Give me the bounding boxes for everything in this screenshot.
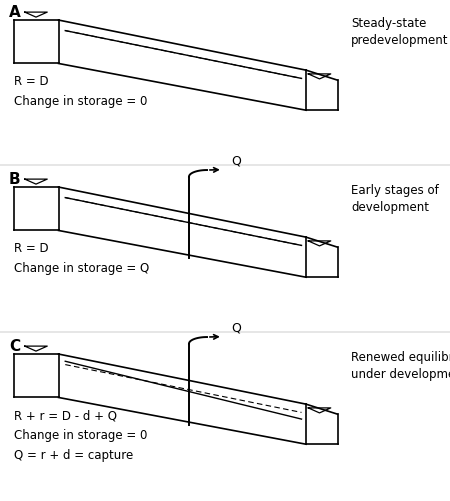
Text: Change in storage = 0: Change in storage = 0 bbox=[14, 429, 147, 442]
Text: Q = r + d = capture: Q = r + d = capture bbox=[14, 449, 133, 462]
Text: A: A bbox=[9, 5, 21, 20]
Text: Renewed equilibrium
under development: Renewed equilibrium under development bbox=[351, 351, 450, 381]
Text: B: B bbox=[9, 172, 21, 187]
Text: R = D: R = D bbox=[14, 75, 48, 88]
Text: Change in storage = Q: Change in storage = Q bbox=[14, 262, 149, 275]
Text: R + r = D - d + Q: R + r = D - d + Q bbox=[14, 409, 117, 422]
Text: Change in storage = 0: Change in storage = 0 bbox=[14, 95, 147, 108]
Text: Early stages of
development: Early stages of development bbox=[351, 184, 439, 214]
Text: Q: Q bbox=[232, 155, 242, 168]
Text: Steady-state
predevelopment: Steady-state predevelopment bbox=[351, 17, 449, 47]
Text: Q: Q bbox=[232, 322, 242, 335]
Text: R = D: R = D bbox=[14, 242, 48, 255]
Text: C: C bbox=[9, 339, 20, 354]
